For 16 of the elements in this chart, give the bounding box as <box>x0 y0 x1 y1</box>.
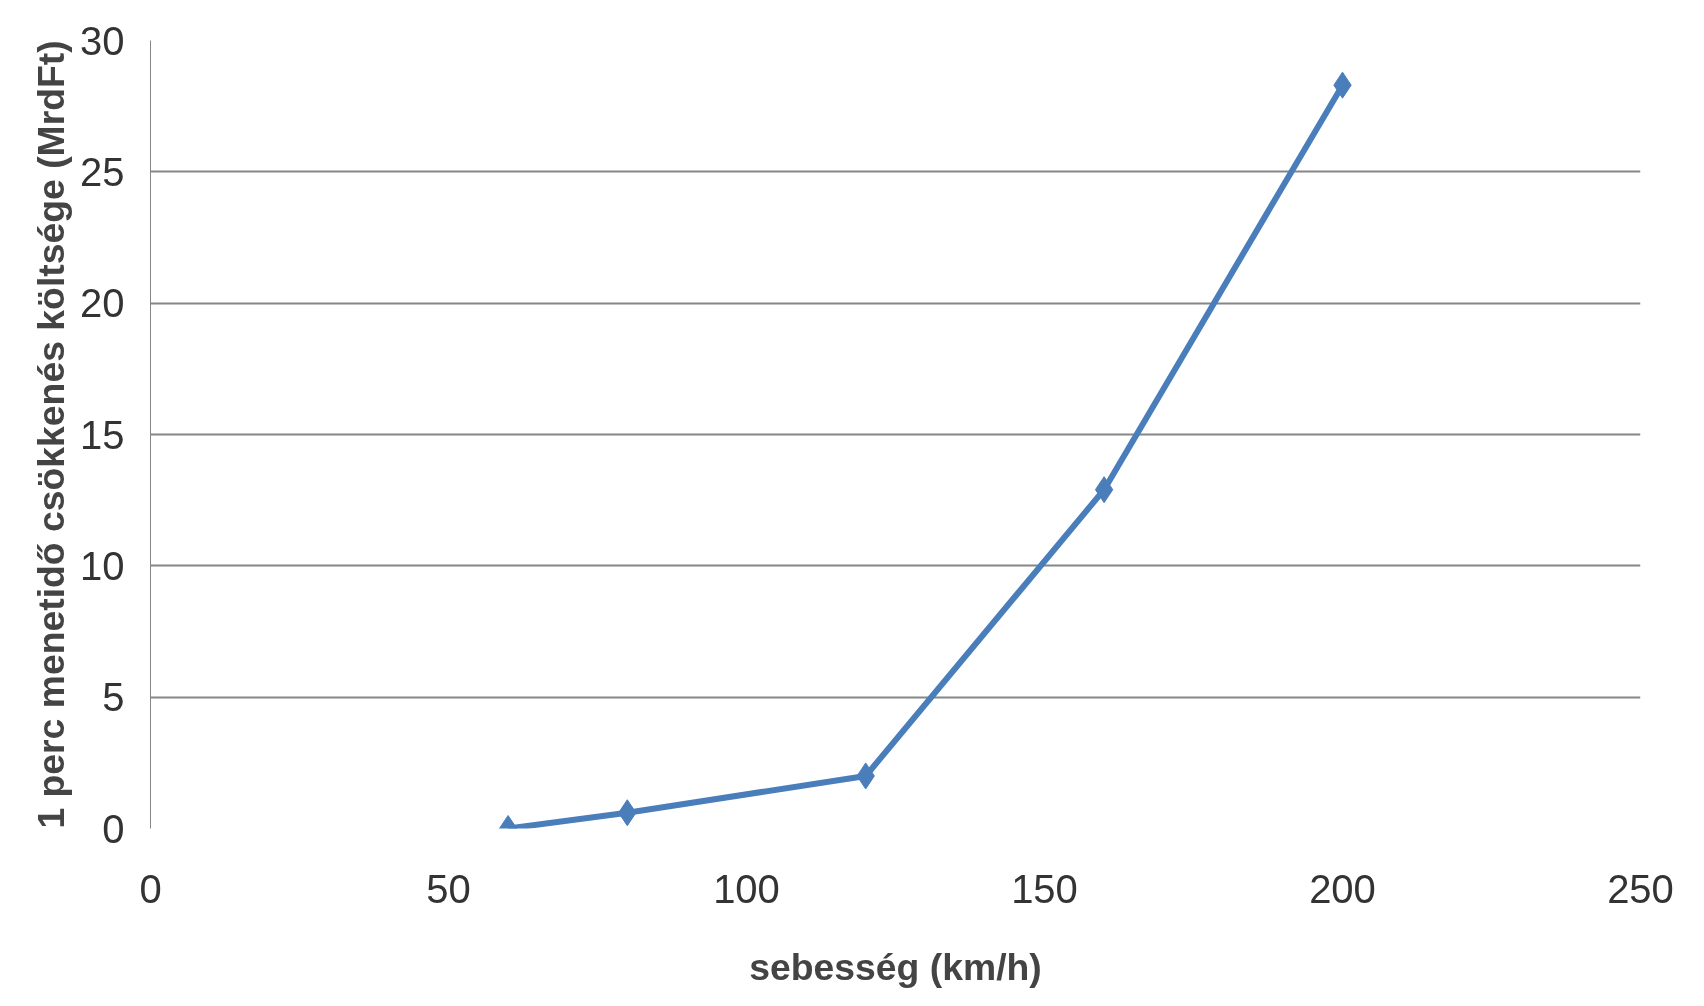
y-tick-label: 25 <box>80 149 125 194</box>
y-tick-label: 10 <box>80 543 125 588</box>
x-tick-label: 200 <box>1309 866 1376 911</box>
y-tick-label: 5 <box>102 675 125 720</box>
x-tick-label: 100 <box>713 866 780 911</box>
y-tick-label: 20 <box>80 281 125 326</box>
y-tick-label: 30 <box>80 18 125 63</box>
y-axis-title: 1 perc menetidő csökkenés költsége (MrdFt) <box>30 40 73 829</box>
y-tick-label: 15 <box>80 412 125 457</box>
y-tick-label: 0 <box>102 806 125 851</box>
x-tick-label: 50 <box>426 866 471 911</box>
x-tick-label: 150 <box>1011 866 1078 911</box>
x-tick-label: 0 <box>139 866 162 911</box>
x-axis-title: sebesség (km/h) <box>749 945 1042 988</box>
x-tick-label: 250 <box>1607 866 1674 911</box>
point <box>1094 476 1114 504</box>
